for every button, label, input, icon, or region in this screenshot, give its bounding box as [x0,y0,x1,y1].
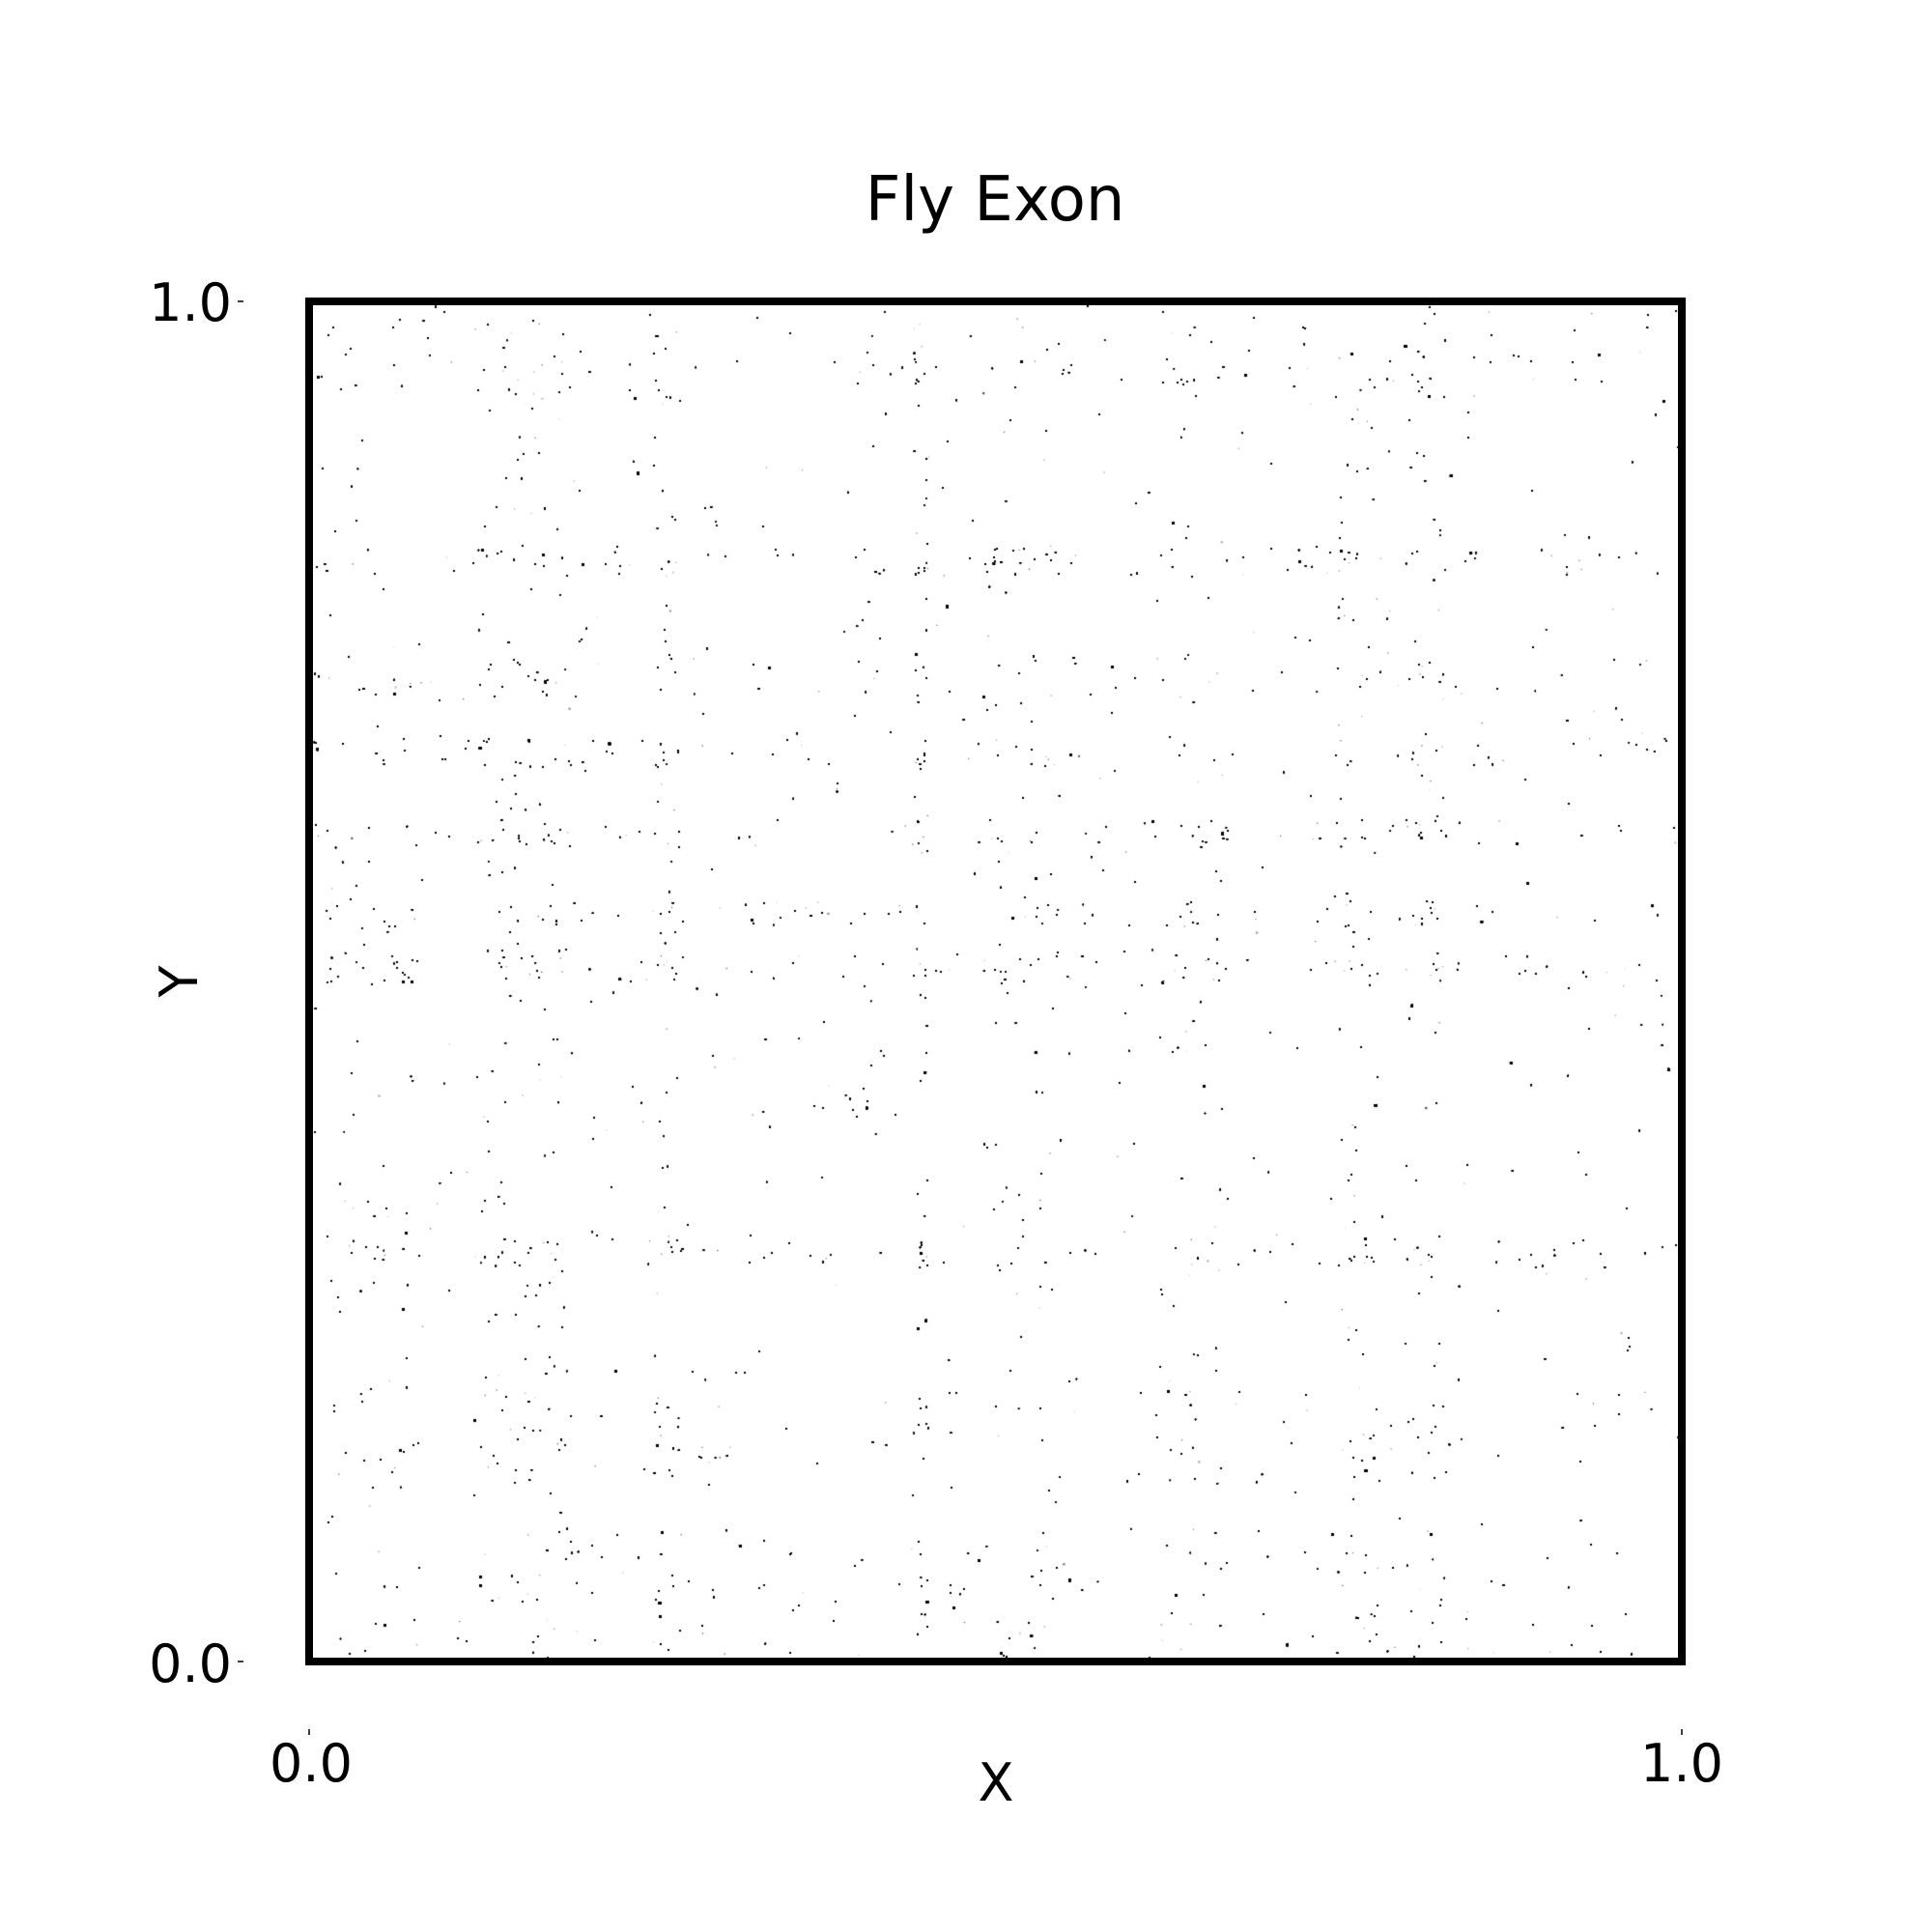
plot-frame [305,298,1686,1665]
x-axis-label: X [979,1752,1014,1813]
y-tick-label-top: 1.0 [149,272,232,333]
chart-title: Fly Exon [866,164,1125,236]
scatter-points [313,305,1678,1658]
y-axis-label: Y [149,965,210,999]
scatter-point-cloud [313,305,1678,1658]
x-tick-label-left: 0.0 [270,1733,353,1794]
y-tick-label-bottom: 0.0 [149,1634,232,1694]
x-tick-label-right: 1.0 [1640,1733,1723,1794]
